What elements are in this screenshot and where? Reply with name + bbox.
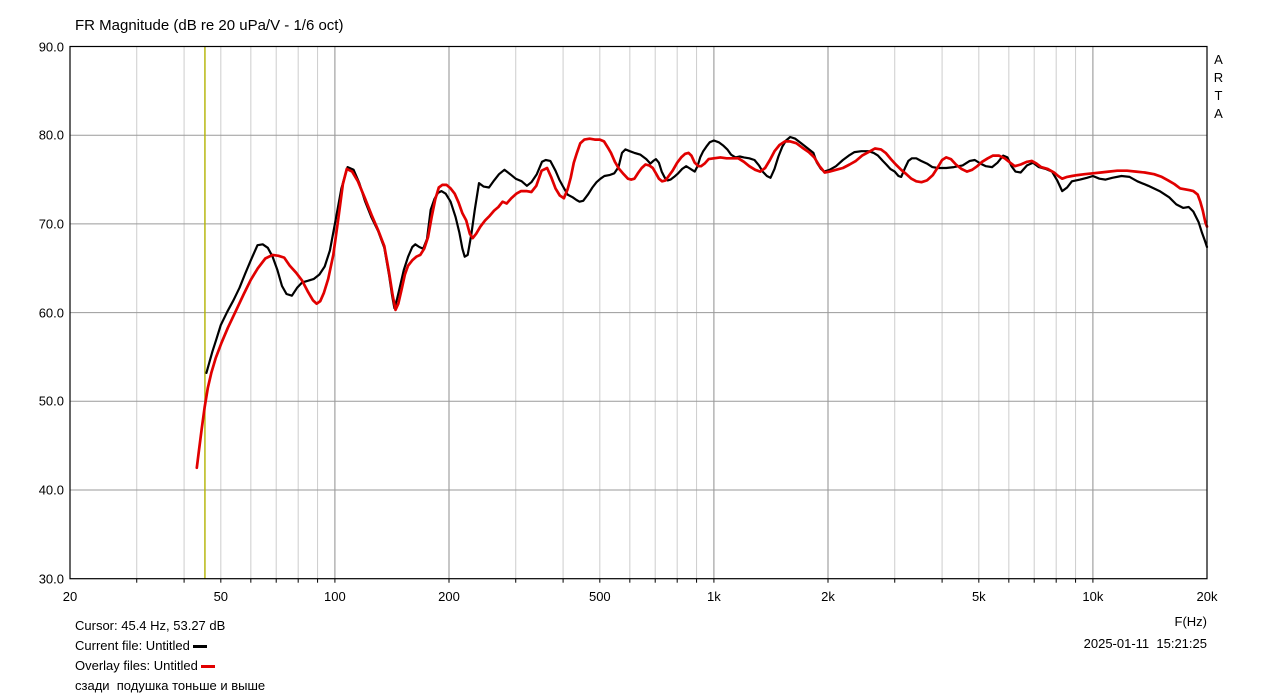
x-tick-label: 50	[213, 589, 229, 604]
x-tick-label: 200	[438, 589, 460, 604]
page-title: FR Magnitude (dB re 20 uPa/V - 1/6 oct)	[75, 17, 344, 34]
y-tick-label: 90.0	[38, 39, 64, 54]
overlay-files-legend-swatch	[200, 665, 215, 669]
x-tick-label: 10k	[1082, 589, 1104, 604]
x-tick-label: 20k	[1196, 589, 1218, 604]
arta-watermark: ARTA	[1211, 52, 1226, 124]
overlay-files-label: Overlay files: Untitled	[75, 658, 198, 673]
current-file-label: Current file: Untitled	[75, 638, 190, 653]
x-tick-label: 500	[588, 589, 611, 604]
y-tick-label: 60.0	[38, 305, 64, 321]
overlay-file-curve	[195, 137, 1209, 470]
current-file-curve	[205, 135, 1209, 374]
x-axis-title: F(Hz)	[1174, 614, 1208, 629]
x-tick-label: 1k	[707, 589, 721, 604]
y-tick-label: 40.0	[38, 482, 64, 498]
y-tick-label: 30.0	[38, 571, 64, 587]
y-tick-label: 70.0	[38, 216, 64, 232]
current-file-legend-swatch	[192, 645, 207, 649]
plot-border	[69, 45, 1208, 580]
x-tick-label: 100	[324, 589, 346, 604]
timestamp: 2025-01-11 15:21:25	[1083, 636, 1207, 651]
cursor-readout: Cursor: 45.4 Hz, 53.27 dB	[75, 618, 226, 633]
overlay-files-row: Overlay files: Untitled	[75, 658, 215, 673]
x-tick-label: 5k	[971, 589, 986, 604]
current-file-row: Current file: Untitled	[75, 638, 207, 653]
x-tick-label: 20	[62, 589, 78, 604]
x-tick-label: 2k	[821, 589, 835, 604]
y-tick-label: 50.0	[38, 393, 64, 409]
y-tick-label: 80.0	[38, 127, 64, 143]
annotation-note: сзади подушка тоньше и выше	[75, 678, 266, 693]
